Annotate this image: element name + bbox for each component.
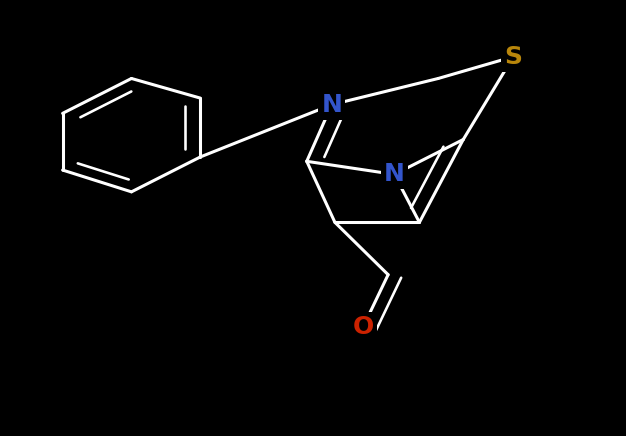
Text: S: S xyxy=(505,44,522,69)
Text: O: O xyxy=(352,315,374,339)
Text: N: N xyxy=(321,92,342,117)
Text: N: N xyxy=(384,162,405,187)
